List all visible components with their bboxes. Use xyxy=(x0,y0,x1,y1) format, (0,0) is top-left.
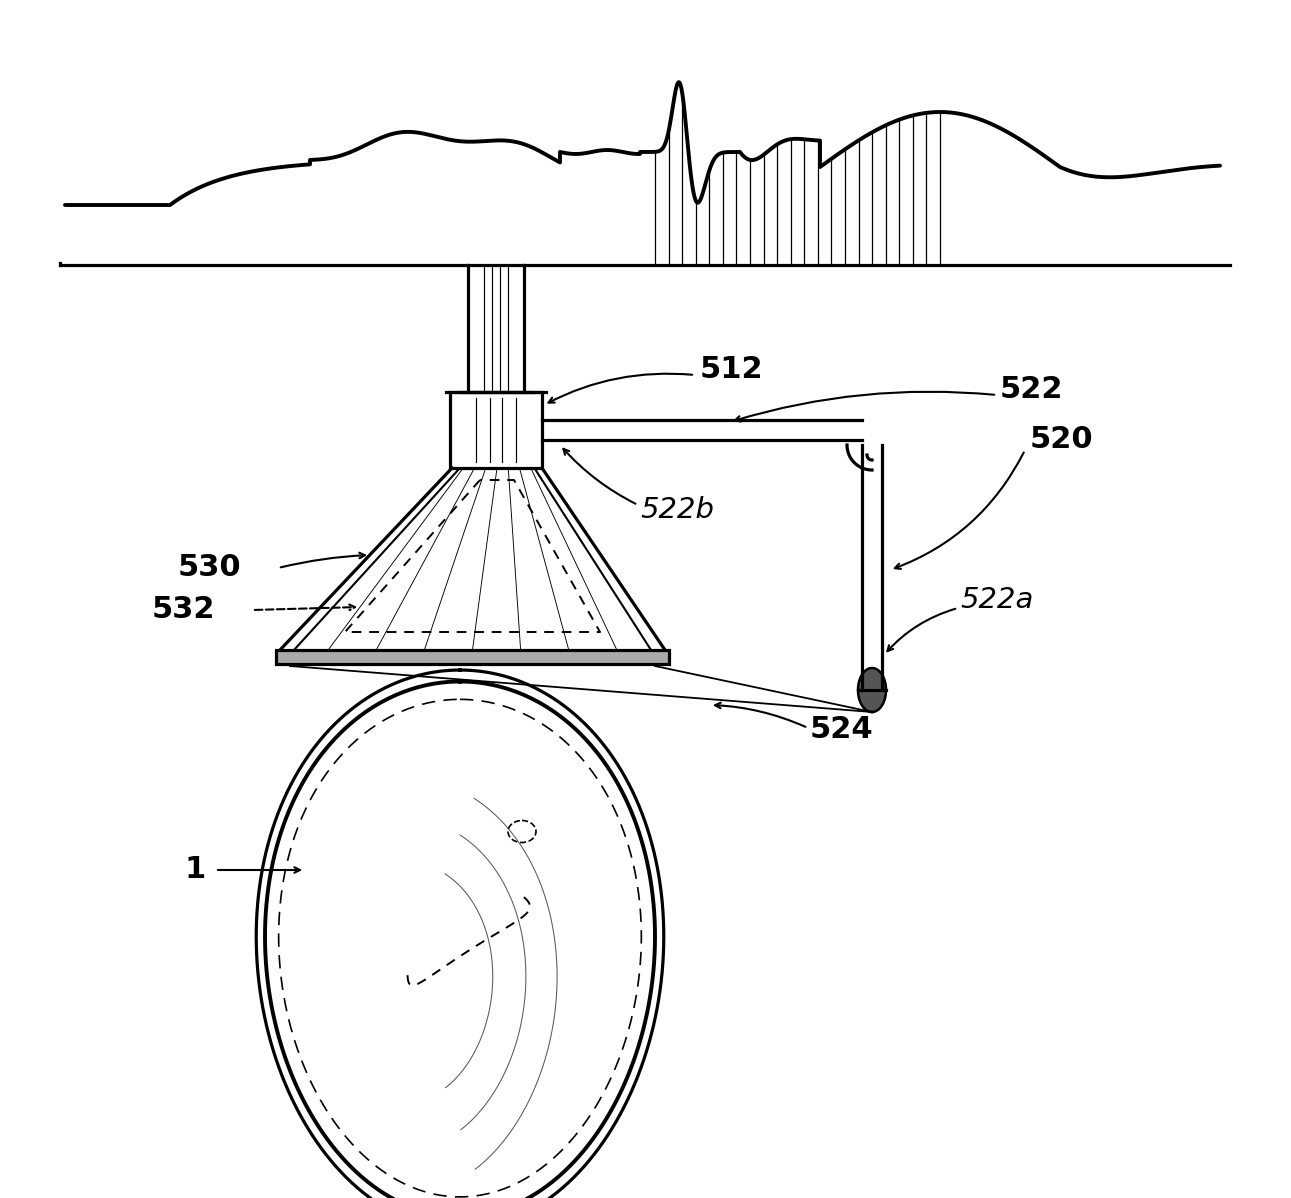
Text: 1: 1 xyxy=(185,855,207,884)
Text: 512: 512 xyxy=(700,356,763,385)
Text: 522b: 522b xyxy=(640,496,714,524)
Polygon shape xyxy=(859,668,886,712)
Text: 520: 520 xyxy=(1030,425,1093,454)
Text: 524: 524 xyxy=(809,715,874,744)
Text: 532: 532 xyxy=(152,595,216,624)
Text: 522: 522 xyxy=(1001,375,1064,405)
Bar xyxy=(276,651,669,664)
Bar xyxy=(451,392,542,468)
Text: 530: 530 xyxy=(178,553,241,582)
Text: 522a: 522a xyxy=(961,586,1033,615)
